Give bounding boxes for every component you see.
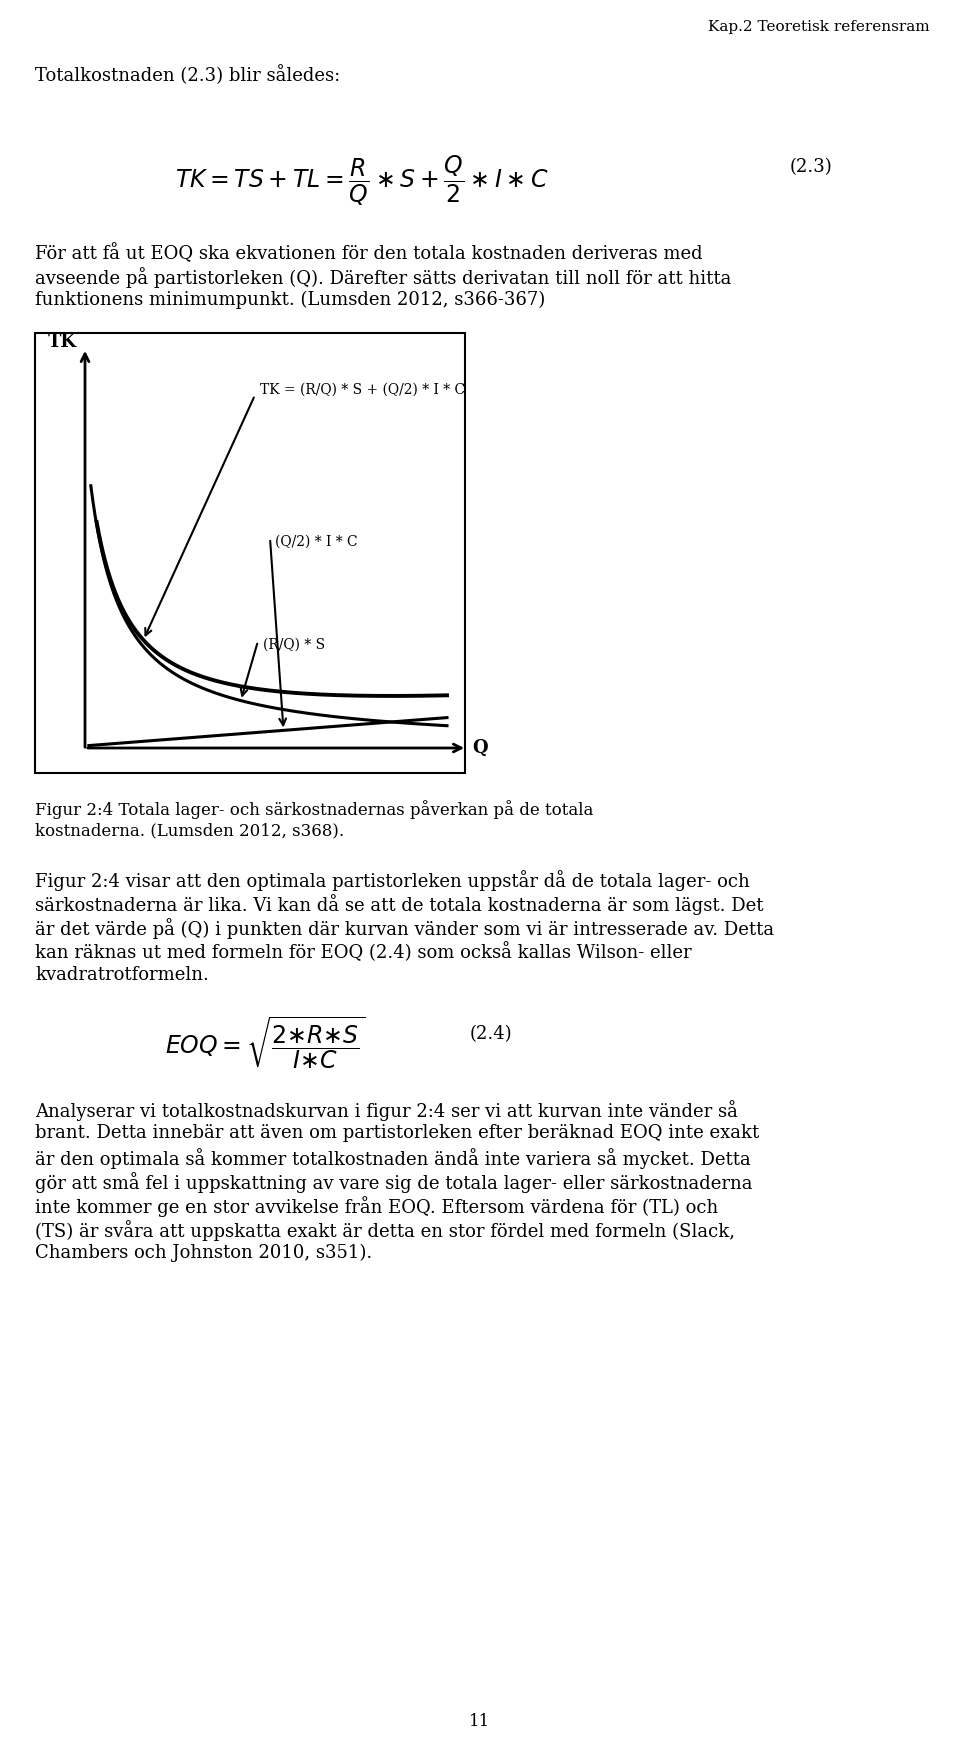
Text: kan räknas ut med formeln för EOQ (2.4) som också kallas Wilson- eller: kan räknas ut med formeln för EOQ (2.4) …	[35, 942, 691, 961]
Text: Analyserar vi totalkostnadskurvan i figur 2:4 ser vi att kurvan inte vänder så: Analyserar vi totalkostnadskurvan i figu…	[35, 1099, 738, 1120]
Text: (TS) är svåra att uppskatta exakt är detta en stor fördel med formeln (Slack,: (TS) är svåra att uppskatta exakt är det…	[35, 1220, 735, 1241]
Text: Totalkostnaden (2.3) blir således:: Totalkostnaden (2.3) blir således:	[35, 65, 340, 86]
Text: brant. Detta innebär att även om partistorleken efter beräknad EOQ inte exakt: brant. Detta innebär att även om partist…	[35, 1124, 759, 1141]
Text: funktionens minimumpunkt. (Lumsden 2012, s366-367): funktionens minimumpunkt. (Lumsden 2012,…	[35, 290, 545, 309]
Text: (2.4): (2.4)	[470, 1024, 513, 1044]
Text: Figur 2:4 Totala lager- och särkostnadernas påverkan på de totala: Figur 2:4 Totala lager- och särkostnader…	[35, 801, 593, 818]
Text: Kap.2 Teoretisk referensram: Kap.2 Teoretisk referensram	[708, 19, 930, 33]
Text: (Q/2) * I * C: (Q/2) * I * C	[275, 535, 358, 549]
Text: Figur 2:4 visar att den optimala partistorleken uppstår då de totala lager- och: Figur 2:4 visar att den optimala partist…	[35, 871, 750, 891]
Text: kostnaderna. (Lumsden 2012, s368).: kostnaderna. (Lumsden 2012, s368).	[35, 822, 344, 839]
Text: För att få ut EOQ ska ekvationen för den totala kostnaden deriveras med: För att få ut EOQ ska ekvationen för den…	[35, 243, 703, 262]
Text: $TK = TS + TL = \dfrac{R}{Q} \ast S + \dfrac{Q}{2} \ast I \ast C$: $TK = TS + TL = \dfrac{R}{Q} \ast S + \d…	[175, 156, 548, 208]
Text: kvadratrotformeln.: kvadratrotformeln.	[35, 967, 209, 984]
Text: är den optimala så kommer totalkostnaden ändå inte variera så mycket. Detta: är den optimala så kommer totalkostnaden…	[35, 1148, 751, 1169]
Text: TK: TK	[48, 334, 77, 351]
Text: Q: Q	[472, 739, 488, 757]
Text: (2.3): (2.3)	[790, 157, 832, 177]
Text: avseende på partistorleken (Q). Därefter sätts derivatan till noll för att hitta: avseende på partistorleken (Q). Därefter…	[35, 267, 732, 288]
Text: är det värde på (Q) i punkten där kurvan vänder som vi är intresserade av. Detta: är det värde på (Q) i punkten där kurvan…	[35, 918, 774, 939]
Text: gör att små fel i uppskattning av vare sig de totala lager- eller särkostnaderna: gör att små fel i uppskattning av vare s…	[35, 1171, 753, 1192]
Text: särkostnaderna är lika. Vi kan då se att de totala kostnaderna är som lägst. Det: särkostnaderna är lika. Vi kan då se att…	[35, 893, 763, 914]
Text: $EOQ = \sqrt{\dfrac{2{\ast}R{\ast}S}{I{\ast}C}}$: $EOQ = \sqrt{\dfrac{2{\ast}R{\ast}S}{I{\…	[165, 1016, 366, 1072]
Text: TK = (R/Q) * S + (Q/2) * I * C: TK = (R/Q) * S + (Q/2) * I * C	[260, 383, 466, 397]
Bar	[35, 334, 465, 773]
Text: (R/Q) * S: (R/Q) * S	[263, 638, 325, 652]
Text: Chambers och Johnston 2010, s351).: Chambers och Johnston 2010, s351).	[35, 1245, 372, 1262]
Text: inte kommer ge en stor avvikelse från EOQ. Eftersom värdena för (TL) och: inte kommer ge en stor avvikelse från EO…	[35, 1196, 718, 1217]
Text: 11: 11	[469, 1713, 491, 1731]
